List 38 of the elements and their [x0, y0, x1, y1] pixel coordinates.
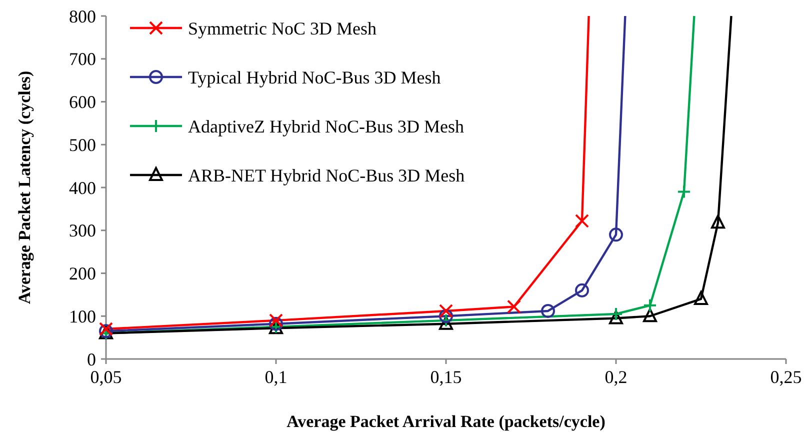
- legend-label: Typical Hybrid NoC-Bus 3D Mesh: [188, 67, 441, 88]
- y-tick-label: 500: [69, 134, 96, 155]
- point: [643, 308, 657, 322]
- legend-label: AdaptiveZ Hybrid NoC-Bus 3D Mesh: [188, 116, 464, 136]
- point: [643, 298, 657, 312]
- point: [609, 306, 623, 321]
- point: [694, 290, 708, 305]
- x-axis-title: Average Packet Arrival Rate (packets/cycle): [286, 412, 606, 431]
- x-tick-label: 0,05: [90, 367, 122, 387]
- y-axis-title: Average Packet Latency (cycles): [15, 70, 34, 304]
- x-tick-label: 0,1: [264, 367, 288, 387]
- point: [609, 228, 623, 242]
- point: [507, 300, 521, 314]
- y-tick-label: 300: [69, 220, 96, 241]
- y-tick-label: 600: [69, 92, 96, 112]
- x-tick-label: 0,25: [770, 367, 802, 387]
- point: [541, 304, 555, 318]
- y-tick-label: 400: [69, 178, 96, 198]
- point: [677, 184, 691, 199]
- point: [99, 322, 113, 336]
- legend-label: ARB-NET Hybrid NoC-Bus 3D Mesh: [188, 165, 465, 186]
- point: [711, 214, 725, 229]
- point: [269, 316, 283, 331]
- x-tick-label: 0,15: [430, 367, 462, 387]
- y-tick-label: 800: [69, 6, 96, 26]
- point: [439, 316, 453, 330]
- y-tick-label: 200: [69, 264, 96, 284]
- point: [575, 214, 589, 228]
- point: [575, 283, 589, 298]
- x-tick-label: 0,2: [604, 367, 628, 387]
- point: [269, 313, 283, 328]
- point: [439, 309, 453, 324]
- point: [439, 304, 453, 318]
- y-tick-label: 700: [69, 49, 96, 70]
- y-tick-label: 100: [69, 306, 96, 326]
- legend-label: Symmetric NoC 3D Mesh: [188, 18, 376, 38]
- point: [609, 310, 623, 324]
- y-tick-label: 0: [87, 349, 96, 370]
